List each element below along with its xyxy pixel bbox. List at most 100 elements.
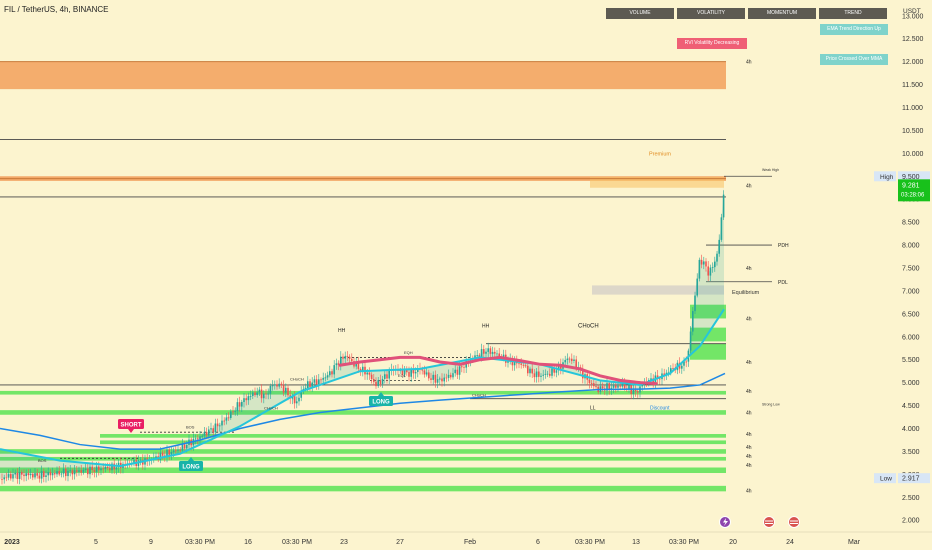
candle-body-14[interactable] [29, 474, 32, 476]
candle-body-97[interactable] [212, 428, 214, 433]
candle-body-29[interactable] [62, 468, 65, 474]
candle-body-312[interactable] [685, 361, 687, 363]
candle-body-282[interactable] [619, 385, 621, 387]
candle-body-131[interactable] [287, 387, 289, 396]
candle-body-314[interactable] [689, 331, 692, 351]
candle-body-27[interactable] [58, 471, 60, 475]
candle-body-159[interactable] [348, 356, 351, 359]
candle-body-101[interactable] [221, 420, 223, 426]
demand-zone-7[interactable] [0, 467, 726, 474]
candle-body-196[interactable] [430, 378, 432, 380]
candle-body-148[interactable] [324, 377, 327, 379]
candle-body-203[interactable] [445, 377, 448, 379]
candle-body-158[interactable] [346, 356, 349, 357]
candle-body-198[interactable] [434, 374, 437, 383]
demand-zone-8[interactable] [0, 485, 726, 492]
long-badge-2[interactable]: LONG [369, 392, 393, 406]
candle-body-325[interactable] [714, 261, 716, 268]
candle-body-241[interactable] [529, 368, 531, 374]
candle-body-284[interactable] [623, 382, 626, 389]
candle-body-218[interactable] [478, 355, 481, 358]
candle-body-174[interactable] [381, 378, 384, 385]
candle-body-2[interactable] [3, 477, 5, 480]
candle-body-71[interactable] [155, 456, 157, 458]
candle-body-226[interactable] [496, 353, 498, 355]
red-wave-line[interactable] [338, 355, 658, 386]
candle-body-268[interactable] [588, 379, 591, 384]
candle-body-154[interactable] [337, 363, 340, 365]
candle-body-45[interactable] [98, 466, 100, 471]
candle-body-265[interactable] [582, 369, 584, 379]
candle-body-77[interactable] [168, 449, 170, 455]
candle-body-149[interactable] [326, 375, 329, 378]
candle-body-98[interactable] [214, 423, 217, 433]
candle-body-326[interactable] [716, 253, 718, 262]
candle-body-248[interactable] [544, 374, 547, 375]
candle-body-123[interactable] [269, 385, 272, 394]
candle-body-237[interactable] [520, 363, 522, 365]
candle-body-137[interactable] [300, 391, 302, 398]
candle-body-17[interactable] [36, 473, 38, 476]
candle-body-328[interactable] [720, 217, 723, 240]
candle-body-21[interactable] [45, 475, 47, 477]
candle-body-15[interactable] [32, 474, 34, 478]
candle-body-106[interactable] [232, 411, 234, 413]
candle-body-205[interactable] [450, 374, 452, 378]
candle-body-323[interactable] [709, 267, 712, 276]
demand-zone-2[interactable] [0, 410, 726, 415]
candle-body-11[interactable] [23, 474, 25, 477]
candle-body-201[interactable] [441, 378, 443, 382]
candle-body-239[interactable] [524, 365, 527, 367]
candle-body-89[interactable] [194, 438, 197, 440]
demand-zone-9[interactable] [690, 304, 726, 319]
candle-body-164[interactable] [359, 368, 362, 372]
candle-body-327[interactable] [718, 239, 720, 254]
candle-body-10[interactable] [21, 471, 23, 475]
candle-body-276[interactable] [606, 383, 608, 391]
candle-body-322[interactable] [707, 266, 709, 276]
candle-body-80[interactable] [175, 450, 177, 452]
candle-body-46[interactable] [100, 468, 102, 471]
candle-body-270[interactable] [593, 383, 595, 387]
candle-body-47[interactable] [102, 468, 104, 470]
time-axis[interactable]: 2023 5 9 03:30 PM 16 03:30 PM 23 27 Feb 6 03:30 PM… [0, 516, 932, 547]
candle-body-244[interactable] [535, 371, 538, 378]
candle-body-162[interactable] [355, 362, 357, 367]
candle-body-144[interactable] [315, 379, 318, 385]
candle-body-238[interactable] [522, 364, 525, 366]
candle-body-193[interactable] [423, 370, 426, 375]
candle-body-316[interactable] [694, 295, 696, 312]
lightning-event-icon[interactable] [719, 516, 731, 528]
candle-body-36[interactable] [78, 470, 80, 472]
candle-body-222[interactable] [487, 348, 489, 352]
candle-body-42[interactable] [91, 466, 93, 471]
candle-body-299[interactable] [656, 375, 659, 379]
candle-body-247[interactable] [542, 374, 544, 376]
candle-body-186[interactable] [408, 372, 410, 377]
candle-body-111[interactable] [243, 398, 245, 403]
short-badge[interactable]: SHORT [118, 419, 144, 433]
candle-body-288[interactable] [632, 389, 635, 394]
candle-body-262[interactable] [575, 359, 577, 369]
candle-body-210[interactable] [461, 366, 463, 368]
candle-body-155[interactable] [340, 356, 342, 365]
low-price-tag[interactable] [898, 473, 930, 484]
demand-zone-4[interactable] [100, 440, 726, 445]
candle-body-217[interactable] [476, 355, 478, 357]
candle-body-302[interactable] [663, 373, 665, 376]
candle-body-114[interactable] [249, 395, 252, 397]
candle-body-145[interactable] [318, 379, 320, 385]
table-header-momentum[interactable]: MOMENTUM [748, 8, 816, 19]
candle-body-274[interactable] [601, 386, 604, 389]
candle-body-30[interactable] [65, 468, 67, 477]
candle-body-184[interactable] [403, 370, 406, 375]
candle-body-310[interactable] [681, 365, 683, 369]
candle-body-157[interactable] [344, 356, 346, 359]
candle-body-128[interactable] [280, 383, 283, 386]
candle-body-261[interactable] [573, 359, 575, 362]
candle-body-207[interactable] [454, 369, 456, 374]
candle-body-28[interactable] [60, 473, 63, 475]
candle-body-81[interactable] [177, 449, 179, 451]
candle-body-18[interactable] [38, 475, 41, 479]
candle-body-94[interactable] [205, 432, 208, 436]
